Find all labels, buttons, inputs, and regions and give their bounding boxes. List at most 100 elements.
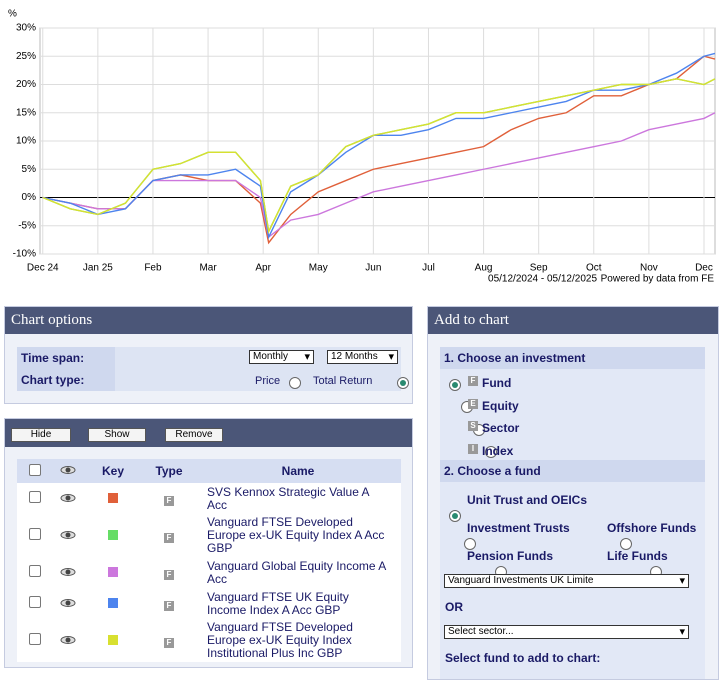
fund-type: Pension Funds — [467, 549, 554, 563]
legend-key — [108, 492, 118, 503]
type-icon: E — [468, 398, 478, 409]
type-icon: S — [468, 421, 478, 431]
sector-select[interactable]: Select sector... — [444, 625, 689, 639]
add-box: 1. Choose an investment F Fund E Equity S Sec… — [440, 347, 705, 679]
chart: % 05/12/2024 - 05/12/2025 Powered by dat… — [8, 9, 716, 285]
row-checkbox[interactable] — [29, 491, 41, 503]
legend-key — [108, 634, 118, 645]
cell: F — [143, 557, 195, 588]
x-tick-label: Apr — [255, 263, 271, 274]
series-line — [42, 78, 716, 234]
fund-table: Key Type Name F SVS Kennox Strategic Valu… — [17, 459, 401, 662]
y-tick-label: -10% — [13, 249, 36, 260]
show-button[interactable]: Show — [88, 428, 146, 442]
eye-icon[interactable] — [60, 493, 76, 503]
type-icon: F — [164, 637, 174, 648]
interval-select[interactable]: Monthly — [249, 350, 314, 364]
type-icon: I — [468, 443, 478, 454]
investment-radio[interactable] — [449, 378, 461, 391]
header: Name — [281, 464, 315, 478]
x-tick-label: Sep — [530, 263, 548, 274]
select-fund-label: Select fund to add to chart: — [445, 651, 601, 665]
period-select[interactable]: 12 Months — [327, 350, 398, 364]
label: Time span: — [21, 351, 85, 365]
fund-type-radio[interactable] — [449, 509, 461, 522]
row-checkbox[interactable] — [29, 528, 41, 540]
type-icon: F — [164, 569, 174, 580]
step-title: 2. Choose a fund — [440, 460, 705, 482]
label: Chart type: — [21, 373, 85, 387]
y-tick-label: 30% — [16, 23, 36, 34]
type-icon: F — [468, 376, 478, 386]
cell — [53, 619, 83, 662]
eye-icon[interactable] — [60, 635, 76, 645]
fund-type: Investment Trusts — [467, 521, 570, 535]
step-title: 1. Choose an investment — [440, 347, 705, 369]
type-icon: F — [164, 600, 174, 611]
panel-title: Chart options — [5, 307, 412, 334]
eye-icon — [60, 466, 76, 474]
cell — [53, 588, 83, 619]
cell — [17, 619, 53, 662]
remove-button[interactable]: Remove — [165, 428, 223, 442]
eye-icon[interactable] — [60, 567, 76, 577]
y-tick-label: 5% — [22, 164, 37, 175]
fund-row: F Vanguard FTSE UK Equity Income Index A … — [17, 588, 401, 619]
cell — [83, 619, 143, 662]
header: Type — [155, 464, 183, 478]
button-bar: Hide Show Remove — [5, 419, 412, 447]
fund-list-panel: Hide Show Remove Key Type Name F SVS Kenn… — [4, 418, 413, 668]
x-tick-label: Oct — [586, 263, 602, 274]
fund-type-radio[interactable] — [464, 537, 477, 550]
cell: F — [143, 483, 195, 514]
type-icon: F — [164, 532, 174, 543]
x-tick-label: Nov — [640, 263, 658, 274]
radio-label: Price — [255, 375, 281, 387]
panel-title: Add to chart — [428, 307, 718, 334]
price-radio[interactable] — [289, 376, 301, 389]
cell — [17, 588, 53, 619]
eye-icon[interactable] — [60, 530, 76, 540]
investment-label: Fund — [482, 376, 512, 390]
fund-row: F Vanguard Global Equity Income A Acc — [17, 557, 401, 588]
fund-row: F Vanguard FTSE Developed Europe ex-UK Eq… — [17, 619, 401, 662]
investment-radio[interactable] — [485, 446, 497, 459]
cell: F — [143, 619, 195, 662]
fund-type-radio[interactable] — [619, 537, 632, 550]
cell: F — [143, 514, 195, 557]
cell — [83, 588, 143, 619]
x-tick-label: Mar — [199, 263, 217, 274]
row-checkbox[interactable] — [29, 565, 41, 577]
source: Powered by data from FE — [601, 274, 715, 285]
fund-row: F SVS Kennox Strategic Value A Acc — [17, 483, 401, 514]
date-range: 05/12/2024 - 05/12/2025 — [488, 274, 597, 285]
y-tick-label: 15% — [16, 107, 36, 118]
x-tick-label: Aug — [475, 263, 493, 274]
add-to-chart-panel: Add to chart 1. Choose an investment F Fu… — [427, 306, 719, 680]
cell — [17, 514, 53, 557]
x-tick-label: Dec — [695, 263, 713, 274]
fund-name: SVS Kennox Strategic Value A Acc — [207, 484, 369, 512]
total-return-radio[interactable] — [397, 376, 410, 389]
hide-button[interactable]: Hide — [11, 428, 71, 442]
cell — [53, 557, 83, 588]
eye-icon[interactable] — [60, 598, 76, 608]
fund-type: Life Funds — [607, 549, 668, 563]
row-checkbox[interactable] — [29, 596, 41, 608]
fund-name: Vanguard FTSE Developed Europe ex-UK Equ… — [207, 515, 385, 555]
cell — [17, 483, 53, 514]
y-tick-label: 0% — [22, 192, 37, 203]
fund-type: Offshore Funds — [607, 521, 697, 535]
row-checkbox[interactable] — [29, 633, 41, 645]
x-tick-label: May — [309, 263, 328, 274]
options-box: Time span: Chart type: Monthly 12 Months… — [17, 347, 410, 391]
select-all[interactable] — [29, 463, 41, 476]
fund-type: Unit Trust and OEICs — [467, 493, 588, 507]
x-tick-label: Feb — [144, 263, 162, 274]
provider-select[interactable]: Vanguard Investments UK Limite — [444, 574, 689, 588]
x-tick-label: Jan 25 — [83, 263, 113, 274]
header-row: Key Type Name — [17, 459, 401, 483]
y-tick-label: 20% — [16, 79, 36, 90]
fund-name: Vanguard FTSE UK Equity Income Index A A… — [207, 589, 349, 617]
